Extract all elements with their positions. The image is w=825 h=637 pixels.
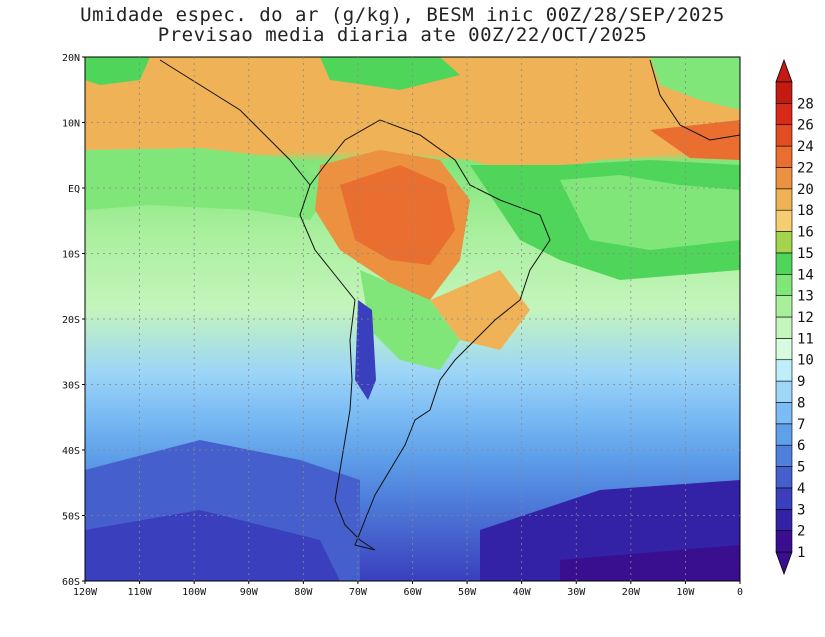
lat-tick-label: EQ — [68, 184, 80, 195]
colorbar-label: 11 — [797, 331, 814, 347]
latitude-axis: 20N 10N EQ 10S 20S 30S 40S 50S 60S — [62, 53, 85, 588]
colorbar-swatch — [775, 530, 793, 553]
colorbar-label: 26 — [797, 118, 814, 134]
colorbar-swatch — [775, 466, 793, 489]
lon-tick-label: 120W — [73, 587, 98, 598]
colorbar-swatch — [775, 252, 793, 275]
colorbar-swatch — [775, 188, 793, 211]
coastlines — [159, 59, 741, 551]
lon-tick-label: 10W — [676, 587, 695, 598]
colorbar-label: 15 — [797, 246, 814, 262]
colorbar-label: 2 — [797, 524, 805, 540]
colorbar-label: 16 — [797, 225, 814, 241]
colorbar-swatch — [775, 338, 793, 361]
colorbar-swatch — [775, 273, 793, 296]
lon-tick-label: 70W — [349, 587, 368, 598]
colorbar-label: 10 — [797, 353, 814, 369]
colorbar-label: 7 — [797, 417, 805, 433]
lon-tick-label: 20W — [622, 587, 641, 598]
lon-tick-label: 40W — [513, 587, 532, 598]
colorbar-label: 13 — [797, 289, 814, 305]
humidity-field — [85, 57, 740, 581]
colorbar-label: 4 — [797, 481, 805, 497]
colorbar-label: 28 — [797, 96, 814, 112]
colorbar-swatch — [775, 103, 793, 126]
lon-tick-label: 100W — [182, 587, 207, 598]
colorbar-label: 6 — [797, 438, 805, 454]
colorbar-swatch — [775, 231, 793, 254]
lat-tick-label: 60S — [62, 577, 80, 588]
colorbar-label: 14 — [797, 267, 814, 283]
graticule — [85, 57, 740, 581]
colorbar-swatch — [775, 295, 793, 318]
colorbar-label: 8 — [797, 395, 805, 411]
map-title: Umidade espec. do ar (g/kg), BESM inic 0… — [80, 4, 725, 26]
colorbar-swatch — [775, 145, 793, 168]
colorbar-swatch — [775, 124, 793, 147]
colorbar-swatch — [775, 81, 793, 104]
colorbar-min-arrow — [775, 551, 793, 576]
colorbar-swatch — [775, 402, 793, 425]
colorbar-swatch — [775, 508, 793, 531]
lon-tick-label: 60W — [403, 587, 422, 598]
colorbar-label: 1 — [797, 545, 805, 561]
lat-tick-label: 30S — [62, 381, 80, 392]
colorbar-label: 9 — [797, 374, 805, 390]
lon-tick-label: 30W — [567, 587, 586, 598]
colorbar-swatch — [775, 380, 793, 403]
colorbar-label: 12 — [797, 310, 814, 326]
colorbar-swatch — [775, 167, 793, 190]
colorbar-swatch — [775, 209, 793, 232]
lat-tick-label: 20N — [62, 53, 80, 64]
lon-tick-label: 110W — [128, 587, 153, 598]
map-subtitle: Previsao media diaria ate 00Z/22/OCT/202… — [157, 24, 648, 46]
lat-tick-label: 20S — [62, 315, 80, 326]
colorbar-label: 3 — [797, 502, 805, 518]
colorbar-swatch — [775, 444, 793, 467]
colorbar-label: 24 — [797, 139, 814, 155]
lon-tick-label: 90W — [240, 587, 259, 598]
longitude-axis: 120W 110W 100W 90W 80W 70W 60W 50W 40W 30W 20W 10W 0 — [73, 581, 743, 598]
colorbar-swatch — [775, 487, 793, 510]
lon-tick-label: 50W — [458, 587, 477, 598]
lat-tick-label: 50S — [62, 512, 80, 523]
lat-tick-label: 10S — [62, 250, 80, 261]
colorbar-label: 20 — [797, 182, 814, 198]
colorbar-swatch — [775, 423, 793, 446]
lat-tick-label: 40S — [62, 446, 80, 457]
colorbar-label: 18 — [797, 203, 814, 219]
colorbar-swatch — [775, 359, 793, 382]
colorbar-label: 22 — [797, 160, 814, 176]
lat-tick-label: 10N — [62, 119, 80, 130]
colorbar-max-arrow — [775, 58, 793, 83]
colorbar-label: 5 — [797, 460, 805, 476]
lon-tick-label: 0 — [737, 587, 743, 598]
colorbar-swatch — [775, 316, 793, 339]
lon-tick-label: 80W — [294, 587, 313, 598]
